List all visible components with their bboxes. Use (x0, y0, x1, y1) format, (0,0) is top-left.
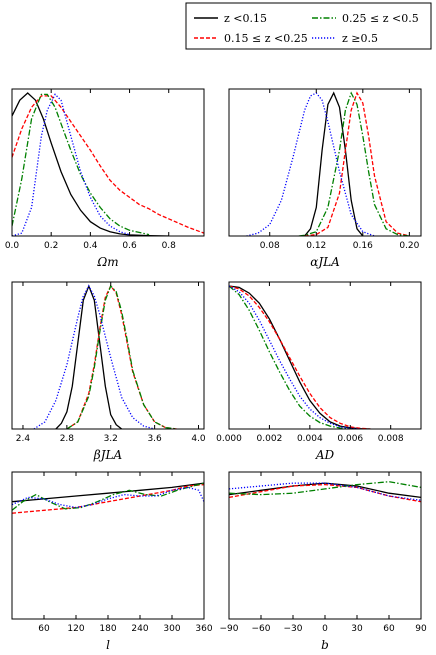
panel-2-series-2 (66, 284, 177, 429)
legend-label-2: 0.25 ≤ z <0.5 (342, 12, 419, 25)
panel-0-tick-label-2: 0.4 (83, 241, 98, 251)
panel-0-tick-label-3: 0.6 (122, 241, 137, 251)
panel-3-tick-label-0: 0.000 (216, 434, 242, 444)
panel-2-series-0 (55, 284, 123, 429)
panel-0-series-2 (12, 93, 150, 236)
panel-3-series-1 (229, 285, 371, 429)
panel-5-xlabel: b (321, 638, 329, 652)
panel-3-series-2 (229, 285, 351, 429)
panel-5-tick-label-0: −90 (220, 624, 239, 634)
panel-1-tick-label-3: 0.20 (399, 241, 419, 251)
panel-4: 60 120 180 240 300 360 l (11, 471, 213, 652)
panel-3: 0.000 0.002 0.004 0.006 0.008 AD (216, 281, 422, 462)
legend-label-3: z ≥0.5 (342, 32, 378, 45)
panel-5-tick-label-2: −30 (284, 624, 303, 634)
panels: 0.0 0.2 0.4 0.6 0.8 Ωm 0.08 0.12 0.16 0.20 αJLA 2.4… (5, 88, 427, 652)
panel-5-tick-label-6: 90 (415, 624, 427, 634)
panel-4-tick-label-0: 60 (38, 624, 50, 634)
panel-3-tick-label-1: 0.002 (257, 434, 283, 444)
panel-4-series-1 (12, 483, 204, 514)
legend-label-1: 0.15 ≤ z <0.25 (224, 32, 308, 45)
panel-4-tick-label-4: 300 (163, 624, 180, 634)
panel-4-series-3 (12, 486, 204, 509)
panel-3-series-3 (229, 285, 361, 429)
panel-4-tick-label-1: 120 (67, 624, 84, 634)
panel-1-tick-label-0: 0.08 (260, 241, 280, 251)
panel-0-tick-label-1: 0.2 (44, 241, 58, 251)
panel-2-xlabel: βJLA (93, 448, 123, 462)
legend: z <0.15 0.15 ≤ z <0.25 0.25 ≤ z <0.5 z ≥0.5 (185, 2, 432, 50)
panel-5-series-1 (229, 483, 421, 503)
panel-4-tick-label-3: 240 (131, 624, 148, 634)
panel-0-series-1 (12, 95, 204, 234)
panel-4-frame (11, 471, 205, 620)
panel-2-tick-label-0: 2.4 (16, 434, 31, 444)
panel-1-xlabel: αJLA (310, 255, 340, 269)
panel-2: 2.4 2.8 3.2 3.6 4.0 βJLA (11, 281, 206, 462)
panel-3-frame (228, 281, 422, 430)
panel-1-tick-label-2: 0.16 (353, 241, 373, 251)
legend-box (185, 2, 432, 50)
panel-1-tick-label-1: 0.12 (306, 241, 326, 251)
panel-0-series-3 (12, 93, 130, 236)
panel-5-tick-label-5: 60 (383, 624, 395, 634)
panel-4-tick-label-5: 360 (195, 624, 212, 634)
panel-1-series-3 (246, 92, 375, 236)
legend-label-0: z <0.15 (224, 12, 267, 25)
panel-5-series-3 (229, 482, 421, 501)
panel-4-xlabel: l (106, 638, 110, 652)
panel-2-tick-label-1: 2.8 (60, 434, 75, 444)
panel-0-xlabel: Ωm (96, 255, 118, 269)
panel-3-series-0 (229, 285, 371, 429)
panel-1-series-0 (304, 91, 364, 236)
panel-4-tick-label-2: 180 (99, 624, 116, 634)
panel-0-frame (11, 88, 205, 237)
panel-0-series-0 (12, 92, 169, 236)
panel-5-tick-label-1: −60 (252, 624, 271, 634)
panel-5-tick-label-4: 30 (351, 624, 363, 634)
panel-0-tick-label-4: 0.8 (162, 241, 177, 251)
panel-5-tick-label-3: 0 (322, 624, 328, 634)
panel-4-series-2 (12, 482, 204, 511)
panel-2-tick-label-2: 3.2 (104, 434, 118, 444)
panel-3-xlabel: AD (315, 448, 335, 462)
panel-2-tick-label-3: 3.6 (147, 434, 162, 444)
panel-0: 0.0 0.2 0.4 0.6 0.8 Ωm (5, 88, 205, 269)
panel-5: −90 −60 −30 0 30 60 90 b (220, 471, 427, 652)
panel-3-tick-label-2: 0.004 (297, 434, 323, 444)
panel-2-tick-label-4: 4.0 (191, 434, 206, 444)
panel-3-tick-label-3: 0.006 (337, 434, 363, 444)
panel-2-frame (11, 281, 205, 430)
panel-1-frame (228, 88, 422, 237)
panel-1-series-1 (304, 91, 410, 236)
panel-1: 0.08 0.12 0.16 0.20 αJLA (228, 88, 422, 269)
panel-0-tick-label-0: 0.0 (5, 241, 20, 251)
panel-5-series-2 (229, 481, 421, 496)
panel-3-tick-label-4: 0.008 (378, 434, 404, 444)
panel-2-series-3 (33, 284, 155, 429)
